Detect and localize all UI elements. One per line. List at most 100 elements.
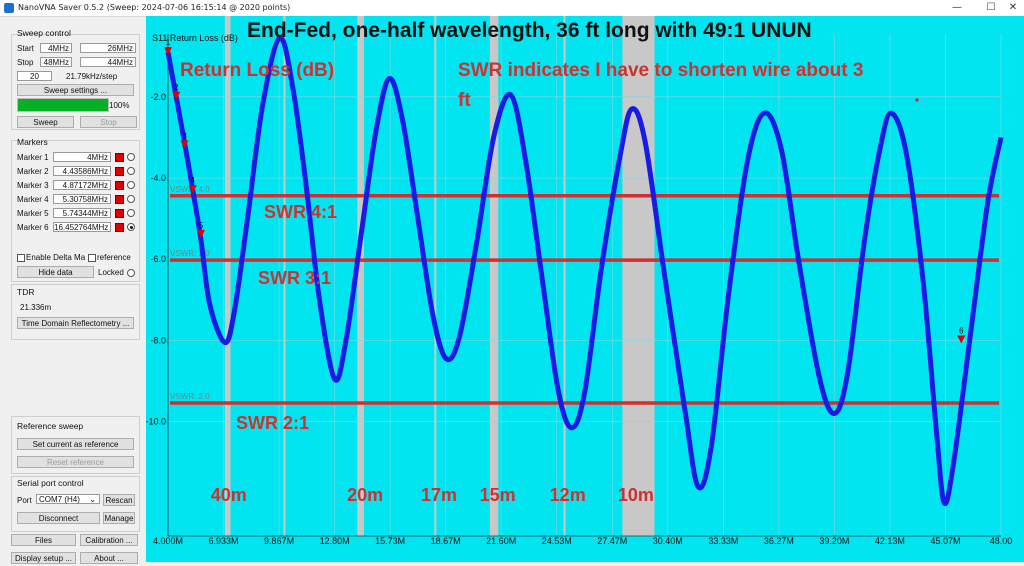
sweep-progress-bar <box>17 98 109 112</box>
set-reference-button[interactable]: Set current as reference <box>17 438 134 450</box>
y-tick-label-1: -4.0 <box>150 173 166 183</box>
marker-4-color-swatch[interactable] <box>115 195 124 204</box>
marker-2-color-swatch[interactable] <box>115 167 124 176</box>
calibration-button[interactable]: Calibration ... <box>80 534 138 546</box>
marker-5-color-swatch[interactable] <box>115 209 124 218</box>
sweep-progress-text: 100% <box>109 101 130 110</box>
marker-2-select-radio[interactable] <box>127 167 135 175</box>
marker-3-number: 3 <box>182 132 187 141</box>
marker-5-select-radio[interactable] <box>127 209 135 217</box>
files-button[interactable]: Files <box>11 534 76 546</box>
segments-input[interactable]: 20 <box>17 71 52 81</box>
annotation-swr-note-line2: ft <box>458 90 471 111</box>
reset-reference-button[interactable]: Reset reference <box>17 456 134 468</box>
left-panel: Sweep control Start 4MHz 26MHz Stop 48MH… <box>0 16 146 564</box>
x-tick-label-1: 6.933M <box>209 536 239 546</box>
x-tick-label-13: 42.13M <box>875 536 905 546</box>
sweep-progress-fill <box>18 99 108 111</box>
x-tick-label-10: 33.33M <box>708 536 738 546</box>
start-input[interactable]: 4MHz <box>40 43 72 53</box>
band-shade-0 <box>224 16 231 536</box>
markers-title: Markers <box>17 137 48 147</box>
marker-1-label: Marker 1 <box>17 153 49 162</box>
band-shade-6 <box>622 16 655 536</box>
marker-6-label: Marker 6 <box>17 223 49 232</box>
marker-6-triangle <box>957 335 966 344</box>
marker-3-select-radio[interactable] <box>127 181 135 189</box>
marker-1-frequency-input[interactable]: 4MHz <box>53 152 111 162</box>
start-label: Start <box>17 44 34 53</box>
y-tick-label-3: -8.0 <box>150 335 166 345</box>
display-setup-button[interactable]: Display setup ... <box>11 552 76 564</box>
maximize-button[interactable]: ☐ <box>986 2 996 13</box>
marker-4-label: Marker 4 <box>17 195 49 204</box>
stop-input[interactable]: 48MHz <box>40 57 72 67</box>
marker-2-frequency-input[interactable]: 4.43586MHz <box>53 166 111 176</box>
marker-4-frequency-input[interactable]: 5.30758MHz <box>53 194 111 204</box>
band-shade-3 <box>434 16 437 536</box>
band-label-15m: 15m <box>479 485 516 505</box>
hide-data-button[interactable]: Hide data <box>17 266 94 278</box>
band-label-12m: 12m <box>549 485 586 505</box>
serial-group <box>11 476 140 532</box>
swr-line-label-0: VSWR: 4.0 <box>170 185 210 194</box>
locked-radio[interactable] <box>127 269 135 277</box>
serial-title: Serial port control <box>17 478 84 488</box>
marker-2-triangle <box>172 91 181 100</box>
band-label-10m: 10m <box>617 485 654 505</box>
band-shade-2 <box>357 16 364 536</box>
x-tick-label-8: 27.47M <box>597 536 627 546</box>
marker-4-triangle <box>188 185 197 194</box>
marker-4-number: 4 <box>191 176 196 185</box>
marker-1-triangle <box>164 47 172 56</box>
marker-5-label: Marker 5 <box>17 209 49 218</box>
swr-line-label-2: VSWR: 2.0 <box>170 392 210 401</box>
tdr-button[interactable]: Time Domain Reflectometry ... <box>17 317 134 329</box>
marker-6-color-swatch[interactable] <box>115 223 124 232</box>
x-tick-label-5: 18.67M <box>431 536 461 546</box>
marker-6-number: 6 <box>959 326 964 335</box>
step-readout: 21.79kHz/step <box>66 72 118 81</box>
window-title: NanoVNA Saver 0.5.2 (Sweep: 2024-07-06 1… <box>18 3 291 12</box>
disconnect-button[interactable]: Disconnect <box>17 512 100 524</box>
annotation-title: End-Fed, one-half wavelength, 36 ft long… <box>247 19 812 42</box>
marker-3-triangle <box>180 140 189 149</box>
marker-1-select-radio[interactable] <box>127 153 135 161</box>
marker-3-frequency-input[interactable]: 4.87172MHz <box>53 180 111 190</box>
marker-2-label: Marker 2 <box>17 167 49 176</box>
locked-label: Locked <box>98 268 124 277</box>
band-shade-5 <box>563 16 566 536</box>
reference-label: reference <box>97 253 131 262</box>
close-button[interactable]: ✕ <box>1008 2 1018 13</box>
rescan-button[interactable]: Rescan <box>103 494 135 506</box>
annotation-swr-note-line1: SWR indicates I have to shorten wire abo… <box>458 60 864 81</box>
x-tick-label-7: 24.53M <box>542 536 572 546</box>
x-tick-label-14: 45.07M <box>930 536 960 546</box>
marker-1-color-swatch[interactable] <box>115 153 124 162</box>
reference-checkbox[interactable] <box>88 254 96 262</box>
stop-sweep-button[interactable]: Stop <box>80 116 137 128</box>
minimize-button[interactable]: — <box>952 2 962 13</box>
s11-trace <box>165 35 1004 507</box>
x-tick-label-12: 39.20M <box>819 536 849 546</box>
manage-button[interactable]: Manage <box>103 512 135 524</box>
marker-6-frequency-input[interactable]: 16.452764MHz <box>53 222 111 232</box>
annotation-swr-3: SWR 3:1 <box>258 268 332 288</box>
enable-delta-checkbox[interactable] <box>17 254 25 262</box>
tdr-value: 21.336m <box>20 303 52 312</box>
marker-4-select-radio[interactable] <box>127 195 135 203</box>
sweep-button[interactable]: Sweep <box>17 116 74 128</box>
span-input[interactable]: 44MHz <box>80 57 136 67</box>
x-tick-label-6: 21.60M <box>486 536 516 546</box>
marker-5-frequency-input[interactable]: 5.74344MHz <box>53 208 111 218</box>
center-input[interactable]: 26MHz <box>80 43 136 53</box>
marker-6-select-radio[interactable] <box>127 223 135 231</box>
band-label-20m: 20m <box>347 485 384 505</box>
port-select[interactable]: COM7 (H4) ⌄ <box>36 494 100 504</box>
about-button[interactable]: About ... <box>80 552 138 564</box>
sweep-settings-button[interactable]: Sweep settings ... <box>17 84 134 96</box>
marker-3-color-swatch[interactable] <box>115 181 124 190</box>
marker-2-number: 2 <box>174 83 179 92</box>
return-loss-chart[interactable]: 4.000M 6.933M 9.867M 12.80M 15.73M 18.67M 21.6… <box>145 16 1024 562</box>
swr-line-label-1: VSWR: 3.0 <box>170 249 210 258</box>
